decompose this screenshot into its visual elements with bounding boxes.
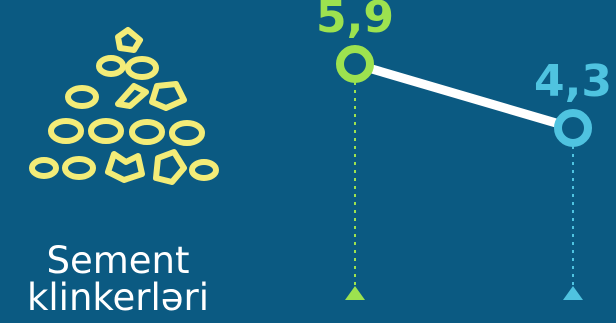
clinker-stone <box>96 55 126 77</box>
clinker-stone <box>169 120 205 146</box>
clinker-stone <box>129 119 165 145</box>
data-label: 5,9 <box>316 0 394 43</box>
data-point <box>554 109 592 147</box>
clinker-stone <box>62 156 96 180</box>
clinker-stone <box>125 56 159 80</box>
baseline-marker <box>345 286 365 300</box>
clinker-stone <box>149 81 187 111</box>
clinker-stone <box>115 83 149 109</box>
clinker-stone <box>48 118 84 144</box>
caption-line-2: klinkerləri <box>26 276 210 319</box>
data-label: 4,3 <box>534 56 612 107</box>
series-line <box>350 59 578 133</box>
clinker-stone <box>189 159 219 181</box>
clinker-stone <box>115 27 143 53</box>
clinker-stone <box>29 157 59 179</box>
clinker-stone <box>153 149 187 185</box>
clinker-stone <box>65 85 99 109</box>
caption-line-1: Sement <box>46 239 190 282</box>
baseline-marker <box>563 286 583 300</box>
clinker-pile-icon <box>29 27 219 185</box>
clinker-stone <box>88 118 124 144</box>
clinker-stone <box>105 151 145 183</box>
data-point <box>336 45 374 83</box>
